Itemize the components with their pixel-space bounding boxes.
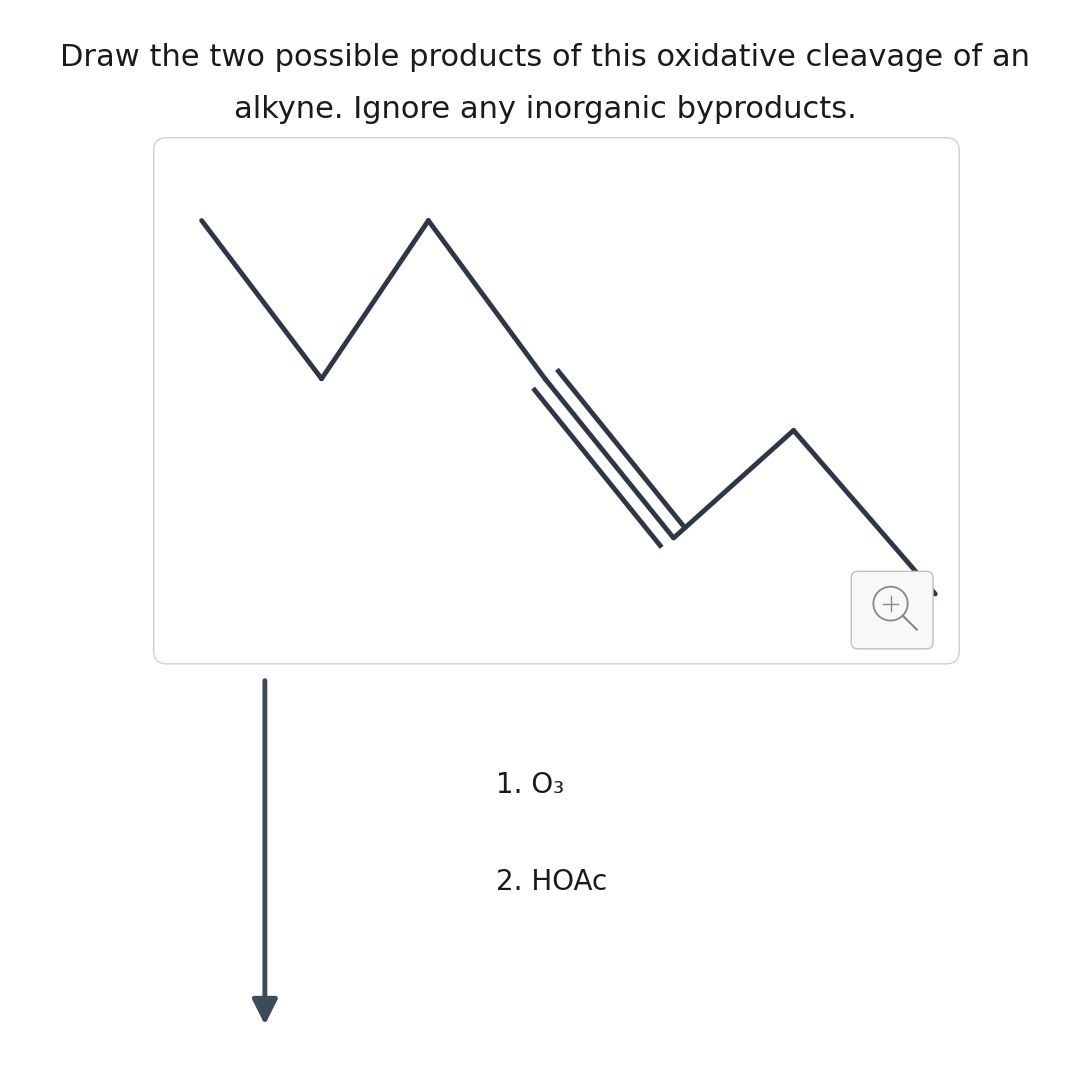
Text: 1. O₃: 1. O₃ xyxy=(496,771,565,799)
Text: alkyne. Ignore any inorganic byproducts.: alkyne. Ignore any inorganic byproducts. xyxy=(233,95,857,124)
FancyBboxPatch shape xyxy=(851,571,933,649)
FancyBboxPatch shape xyxy=(154,138,959,664)
Text: 2. HOAc: 2. HOAc xyxy=(496,868,607,896)
Text: Draw the two possible products of this oxidative cleavage of an: Draw the two possible products of this o… xyxy=(60,43,1030,72)
